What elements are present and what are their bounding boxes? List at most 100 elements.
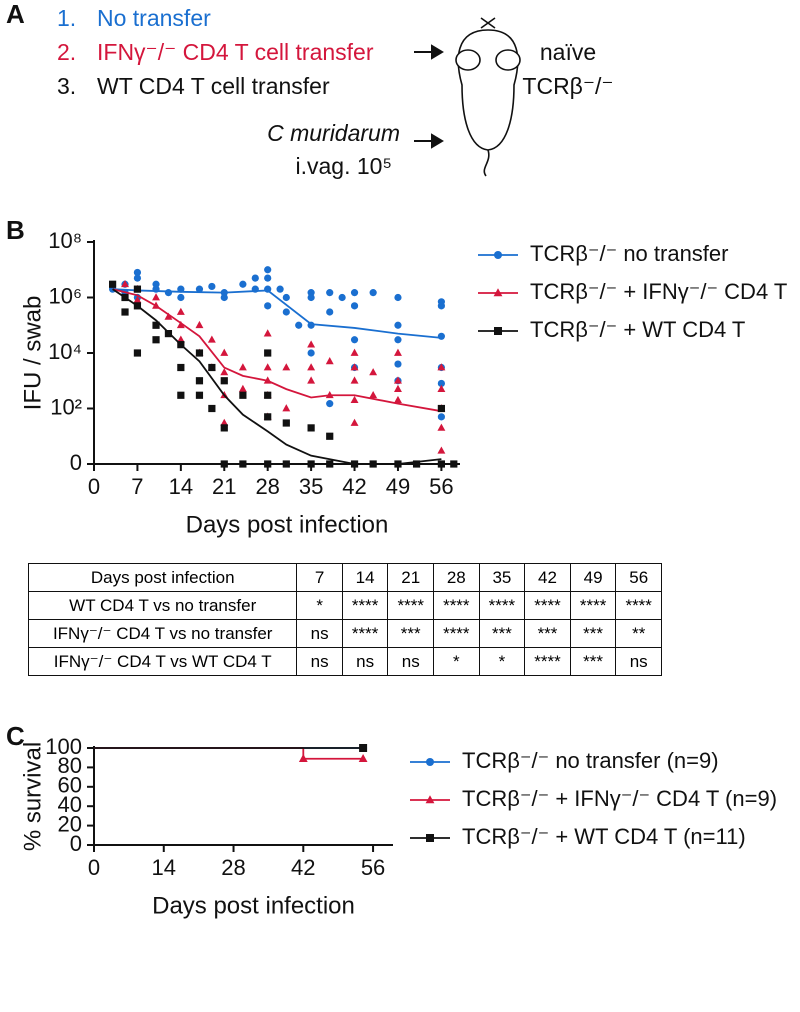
data-point (195, 285, 204, 293)
data-point (264, 266, 272, 274)
data-point (238, 363, 247, 371)
data-point (350, 302, 359, 310)
data-point (350, 418, 359, 426)
x-tick-label: 14 (169, 474, 193, 499)
data-point (350, 363, 359, 371)
y-tick-label: 10⁴ (48, 339, 82, 364)
data-point (195, 349, 204, 357)
data-point (220, 348, 229, 356)
data-point (263, 329, 272, 337)
data-point (176, 307, 185, 315)
table-cell: *** (524, 619, 571, 648)
data-point (325, 357, 334, 365)
table-cell: 49 (569, 563, 617, 592)
table-cell: **** (615, 591, 662, 620)
data-point (282, 404, 291, 412)
data-point (282, 460, 290, 468)
mean-line (112, 288, 442, 339)
data-point (220, 460, 228, 468)
legend-label: TCRβ⁻/⁻ no transfer (n=9) (462, 748, 719, 773)
table-cell: 14 (341, 563, 389, 592)
data-point (437, 423, 446, 431)
data-point (350, 336, 359, 344)
y-tick-label: 100 (45, 734, 82, 759)
table-cell: **** (433, 619, 480, 648)
y-tick-label: 20 (58, 811, 82, 836)
legend-marker (426, 758, 434, 766)
dose: i.vag. 10⁵ (296, 153, 392, 179)
data-point (276, 285, 284, 293)
mouse-icon (455, 17, 521, 177)
table-cell: *** (387, 619, 435, 648)
data-point (282, 363, 291, 371)
panel-label: A (6, 0, 25, 29)
x-axis-title: Days post infection (186, 511, 389, 538)
y-axis-title: % survival (19, 742, 46, 851)
data-point (437, 384, 446, 392)
data-point (109, 280, 117, 288)
data-point (282, 308, 290, 316)
data-point (412, 460, 421, 468)
data-point (121, 279, 129, 288)
data-point (350, 348, 359, 356)
data-point (369, 289, 377, 297)
data-point (239, 280, 247, 288)
data-point (177, 293, 185, 302)
mean-line (112, 288, 442, 413)
data-point (264, 274, 272, 282)
x-axis-title: Days post infection (152, 892, 355, 919)
data-point (450, 460, 458, 468)
data-point (133, 285, 142, 293)
legend-marker (426, 834, 434, 842)
data-point (195, 320, 204, 329)
data-point (369, 390, 378, 399)
table-cell: * (478, 647, 526, 676)
arrows (414, 44, 444, 149)
y-tick-label: 0 (70, 450, 82, 475)
y-tick-label: 10⁶ (48, 283, 82, 308)
legend-marker (494, 327, 502, 335)
table-cell: * (296, 591, 343, 620)
table-cell: ns (615, 647, 662, 676)
data-point (176, 335, 185, 343)
item-text: WT CD4 T cell transfer (97, 73, 330, 99)
data-point (220, 418, 229, 426)
x-tick-label: 0 (88, 855, 100, 880)
data-point (282, 293, 290, 302)
data-point (164, 289, 173, 297)
x-tick-label: 28 (221, 855, 245, 880)
data-point (177, 363, 185, 372)
data-point (220, 368, 229, 376)
stats-table: Days post infection 7 14 21 28 35 42 49 56 WT CD4… (27, 563, 662, 676)
table-cell: IFNγ⁻/⁻ CD4 T vs no transfer (27, 619, 298, 648)
data-point (307, 363, 316, 371)
y-tick-label: 10⁸ (48, 228, 82, 253)
data-point (164, 312, 173, 320)
y-tick-label: 0 (70, 831, 82, 856)
table-cell: **** (341, 591, 389, 620)
table-cell: IFNγ⁻/⁻ CD4 T vs WT CD4 T (27, 647, 298, 676)
survival-point (358, 753, 368, 762)
data-point (264, 391, 272, 399)
y-tick-label: 10² (50, 394, 82, 419)
table-cell: **** (569, 591, 617, 620)
data-point (350, 376, 359, 384)
panel-label: C (6, 721, 25, 751)
table-cell: ns (341, 647, 389, 676)
x-tick-label: 42 (342, 474, 366, 499)
legend-label: TCRβ⁻/⁻ + IFNγ⁻/⁻ CD4 T (n=9) (462, 786, 777, 811)
table-cell: *** (569, 619, 617, 648)
data-point (394, 376, 402, 384)
data-point (437, 446, 446, 454)
data-point (133, 274, 142, 282)
table-cell: **** (387, 591, 435, 620)
data-point (282, 419, 290, 427)
data-point (177, 391, 185, 399)
x-tick-label: 49 (386, 474, 410, 499)
legend-label: TCRβ⁻/⁻ + WT CD4 T (n=11) (462, 824, 746, 849)
table-cell: ** (615, 619, 662, 648)
data-point (307, 460, 315, 468)
data-point (220, 377, 228, 385)
